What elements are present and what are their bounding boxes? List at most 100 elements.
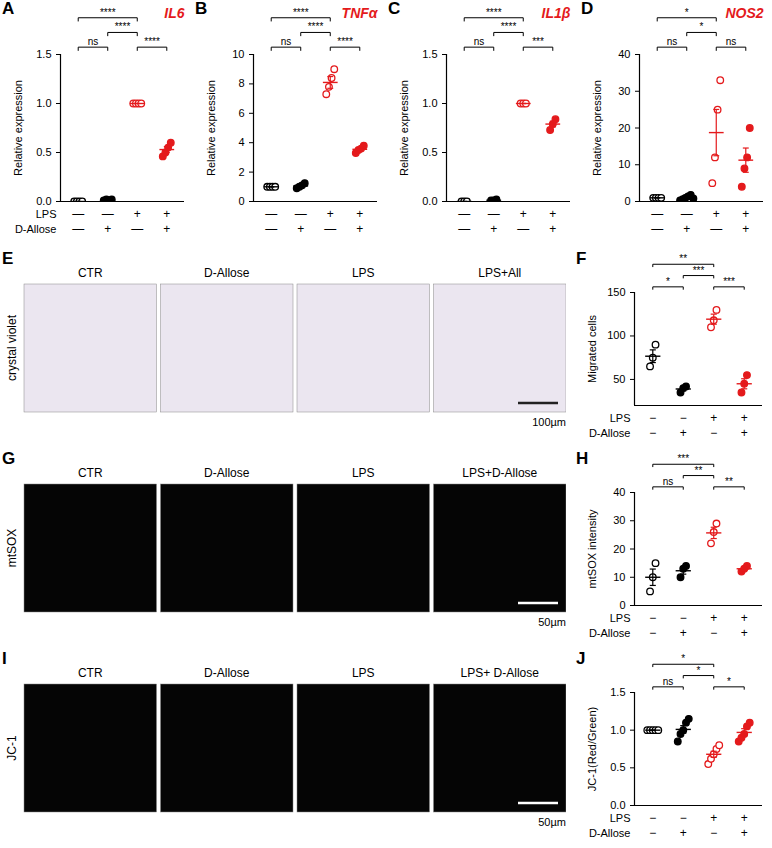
- svg-text:—: —: [651, 222, 663, 236]
- svg-text:50: 50: [613, 373, 625, 385]
- svg-text:−: −: [680, 611, 687, 625]
- svg-text:***: ***: [677, 453, 689, 464]
- svg-text:****: ****: [115, 21, 131, 32]
- svg-text:10: 10: [618, 158, 630, 170]
- svg-text:ns: ns: [88, 36, 99, 47]
- svg-text:100µm: 100µm: [532, 416, 566, 428]
- svg-text:JC-1: JC-1: [5, 735, 19, 761]
- svg-text:+: +: [710, 411, 717, 425]
- svg-text:+: +: [163, 222, 170, 236]
- svg-text:—: —: [265, 222, 277, 236]
- svg-text:IL1β: IL1β: [542, 5, 571, 21]
- svg-text:D-Allose: D-Allose: [589, 827, 631, 839]
- svg-text:D-Allose: D-Allose: [15, 223, 57, 235]
- svg-text:LPS: LPS: [610, 612, 631, 624]
- svg-text:0.0: 0.0: [422, 195, 437, 207]
- svg-text:−: −: [649, 626, 656, 640]
- svg-text:−: −: [649, 826, 656, 840]
- svg-text:−: −: [680, 411, 687, 425]
- svg-text:0: 0: [619, 599, 625, 611]
- svg-text:*: *: [697, 665, 701, 676]
- svg-text:NOS2: NOS2: [725, 5, 763, 21]
- svg-text:−: −: [649, 426, 656, 440]
- svg-text:150: 150: [607, 286, 625, 298]
- svg-text:+: +: [520, 207, 527, 221]
- svg-text:mtSOX intensity: mtSOX intensity: [586, 509, 598, 588]
- svg-text:Relative expression: Relative expression: [205, 80, 217, 176]
- svg-text:ns: ns: [663, 476, 674, 487]
- svg-text:mtSOX: mtSOX: [5, 529, 19, 568]
- svg-text:****: ****: [308, 21, 324, 32]
- svg-text:***: ***: [693, 265, 705, 276]
- svg-text:1.5: 1.5: [36, 48, 51, 60]
- svg-text:0.0: 0.0: [610, 799, 625, 811]
- svg-text:+: +: [741, 626, 748, 640]
- svg-text:+: +: [680, 826, 687, 840]
- svg-text:—: —: [72, 207, 84, 221]
- svg-text:****: ****: [100, 7, 116, 18]
- svg-text:50µm: 50µm: [538, 816, 566, 828]
- svg-text:*: *: [700, 21, 704, 32]
- svg-text:1.0: 1.0: [422, 97, 437, 109]
- svg-text:40: 40: [618, 48, 630, 60]
- svg-text:****: ****: [486, 7, 502, 18]
- svg-text:30: 30: [618, 85, 630, 97]
- svg-text:+: +: [742, 222, 749, 236]
- svg-text:1.5: 1.5: [422, 48, 437, 60]
- svg-text:LPS: LPS: [610, 412, 631, 424]
- svg-text:CTR: CTR: [78, 666, 103, 680]
- svg-text:2: 2: [238, 166, 244, 178]
- svg-text:0.5: 0.5: [422, 146, 437, 158]
- svg-text:+: +: [356, 222, 363, 236]
- svg-text:ns: ns: [474, 36, 485, 47]
- svg-text:+: +: [741, 411, 748, 425]
- svg-text:D-Allose: D-Allose: [204, 466, 250, 480]
- svg-text:30: 30: [613, 514, 625, 526]
- svg-text:+: +: [742, 207, 749, 221]
- svg-text:0: 0: [238, 195, 244, 207]
- svg-text:Relative expression: Relative expression: [12, 80, 24, 176]
- svg-text:10: 10: [613, 571, 625, 583]
- svg-text:**: **: [695, 465, 703, 476]
- svg-text:1.5: 1.5: [610, 686, 625, 698]
- svg-text:0.5: 0.5: [610, 761, 625, 773]
- svg-text:−: −: [710, 426, 717, 440]
- svg-text:ns: ns: [667, 36, 678, 47]
- svg-text:ns: ns: [663, 676, 674, 687]
- svg-text:—: —: [324, 222, 336, 236]
- svg-text:0.5: 0.5: [36, 146, 51, 158]
- svg-text:—: —: [488, 207, 500, 221]
- svg-text:+: +: [680, 626, 687, 640]
- svg-text:—: —: [72, 222, 84, 236]
- svg-text:−: −: [649, 611, 656, 625]
- svg-text:LPS: LPS: [352, 466, 375, 480]
- svg-text:*: *: [681, 653, 685, 664]
- svg-text:+: +: [163, 207, 170, 221]
- svg-text:—: —: [131, 222, 143, 236]
- svg-text:—: —: [710, 222, 722, 236]
- svg-text:+: +: [741, 611, 748, 625]
- svg-text:−: −: [649, 411, 656, 425]
- svg-text:****: ****: [293, 7, 309, 18]
- svg-text:—: —: [295, 207, 307, 221]
- svg-text:JC-1(Red/Green): JC-1(Red/Green): [586, 707, 598, 791]
- svg-text:****: ****: [501, 21, 517, 32]
- svg-text:—: —: [517, 222, 529, 236]
- svg-text:+: +: [490, 222, 497, 236]
- svg-text:−: −: [649, 811, 656, 825]
- svg-text:1.0: 1.0: [610, 724, 625, 736]
- svg-text:—: —: [681, 207, 693, 221]
- svg-text:+: +: [683, 222, 690, 236]
- svg-text:+: +: [549, 222, 556, 236]
- svg-text:0: 0: [624, 195, 630, 207]
- svg-text:−: −: [710, 826, 717, 840]
- svg-text:***: ***: [723, 276, 735, 287]
- svg-text:4: 4: [238, 136, 244, 148]
- svg-text:D-Allose: D-Allose: [589, 627, 631, 639]
- svg-text:LPS+All: LPS+All: [478, 266, 521, 280]
- svg-text:+: +: [741, 811, 748, 825]
- svg-text:0.0: 0.0: [36, 195, 51, 207]
- svg-text:CTR: CTR: [78, 466, 103, 480]
- svg-text:+: +: [680, 426, 687, 440]
- svg-text:****: ****: [337, 36, 353, 47]
